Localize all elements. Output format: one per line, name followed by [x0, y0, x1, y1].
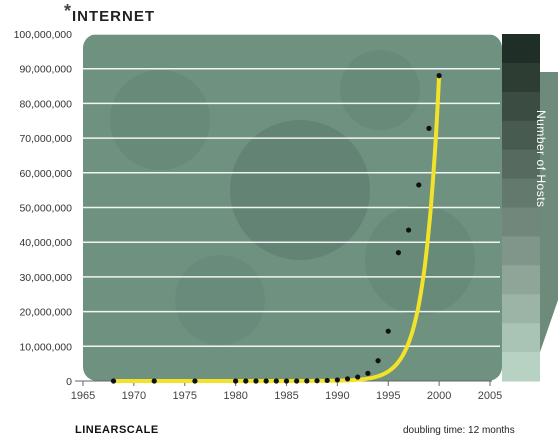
y-tick-label: 70,000,000 — [19, 133, 72, 145]
x-tick-label: 2000 — [427, 390, 451, 402]
y-tick-label: 0 — [66, 376, 72, 388]
texture-spot — [175, 255, 265, 345]
y-tick-label: 40,000,000 — [19, 237, 72, 249]
side-label-panel — [540, 72, 558, 352]
scale-band — [502, 294, 540, 324]
asterisk-icon: * — [64, 1, 73, 21]
data-point — [416, 182, 422, 188]
scale-band — [502, 207, 540, 237]
x-tick-label: 1985 — [274, 390, 298, 402]
data-point — [385, 328, 391, 334]
x-tick-label: 1975 — [173, 390, 197, 402]
texture-spot — [230, 120, 370, 260]
x-tick-label: 1995 — [376, 390, 400, 402]
scale-band — [502, 34, 540, 64]
data-point — [110, 378, 117, 384]
data-point — [294, 378, 300, 384]
x-tick-label: 1965 — [71, 390, 95, 402]
doubling-time-label: doubling time: 12 months — [403, 425, 515, 436]
scale-label: LINEARSCALE — [75, 424, 159, 436]
y-tick-label: 90,000,000 — [19, 64, 72, 76]
y-tick-label: 20,000,000 — [19, 307, 72, 319]
data-point — [324, 377, 330, 384]
data-point — [375, 358, 381, 364]
y-side-label: Number of Hosts — [534, 110, 548, 208]
x-tick-label: 1980 — [223, 390, 247, 402]
data-point — [334, 377, 340, 383]
data-point — [151, 378, 157, 384]
texture-spot — [110, 70, 210, 170]
texture-spot — [365, 205, 475, 315]
data-point — [304, 378, 310, 384]
chart-title: * INTERNET — [64, 1, 155, 25]
scale-band — [502, 178, 540, 208]
scale-band — [502, 236, 540, 266]
data-point — [365, 370, 371, 376]
y-tick-label: 30,000,000 — [19, 272, 72, 284]
data-point — [406, 227, 412, 233]
data-point — [233, 378, 239, 384]
scale-band — [502, 265, 540, 295]
scale-band — [502, 62, 540, 93]
y-tick-label: 10,000,000 — [19, 341, 72, 353]
data-point — [344, 376, 351, 382]
data-point — [355, 374, 361, 380]
scale-band — [502, 352, 540, 382]
scale-band — [502, 91, 540, 122]
data-point — [263, 378, 269, 384]
data-point — [436, 73, 442, 79]
data-point — [273, 378, 279, 384]
y-tick-label: 100,000,000 — [14, 29, 73, 41]
x-tick-label: 1990 — [325, 390, 349, 402]
data-point — [314, 378, 320, 384]
scale-band — [502, 323, 540, 353]
x-tick-label: 1970 — [122, 390, 146, 402]
y-tick-label: 80,000,000 — [19, 98, 72, 110]
data-point — [283, 378, 290, 384]
texture-spot — [340, 50, 420, 130]
scale-band — [502, 149, 540, 180]
scale-band — [502, 120, 540, 151]
y-tick-label: 50,000,000 — [19, 203, 72, 215]
y-tick-label: 60,000,000 — [19, 168, 72, 180]
data-point — [243, 378, 249, 384]
data-point — [192, 378, 198, 384]
x-tick-label: 2005 — [478, 390, 502, 402]
title-text: INTERNET — [72, 8, 155, 25]
data-point — [426, 125, 432, 131]
data-point — [253, 378, 259, 384]
data-point — [395, 250, 402, 256]
